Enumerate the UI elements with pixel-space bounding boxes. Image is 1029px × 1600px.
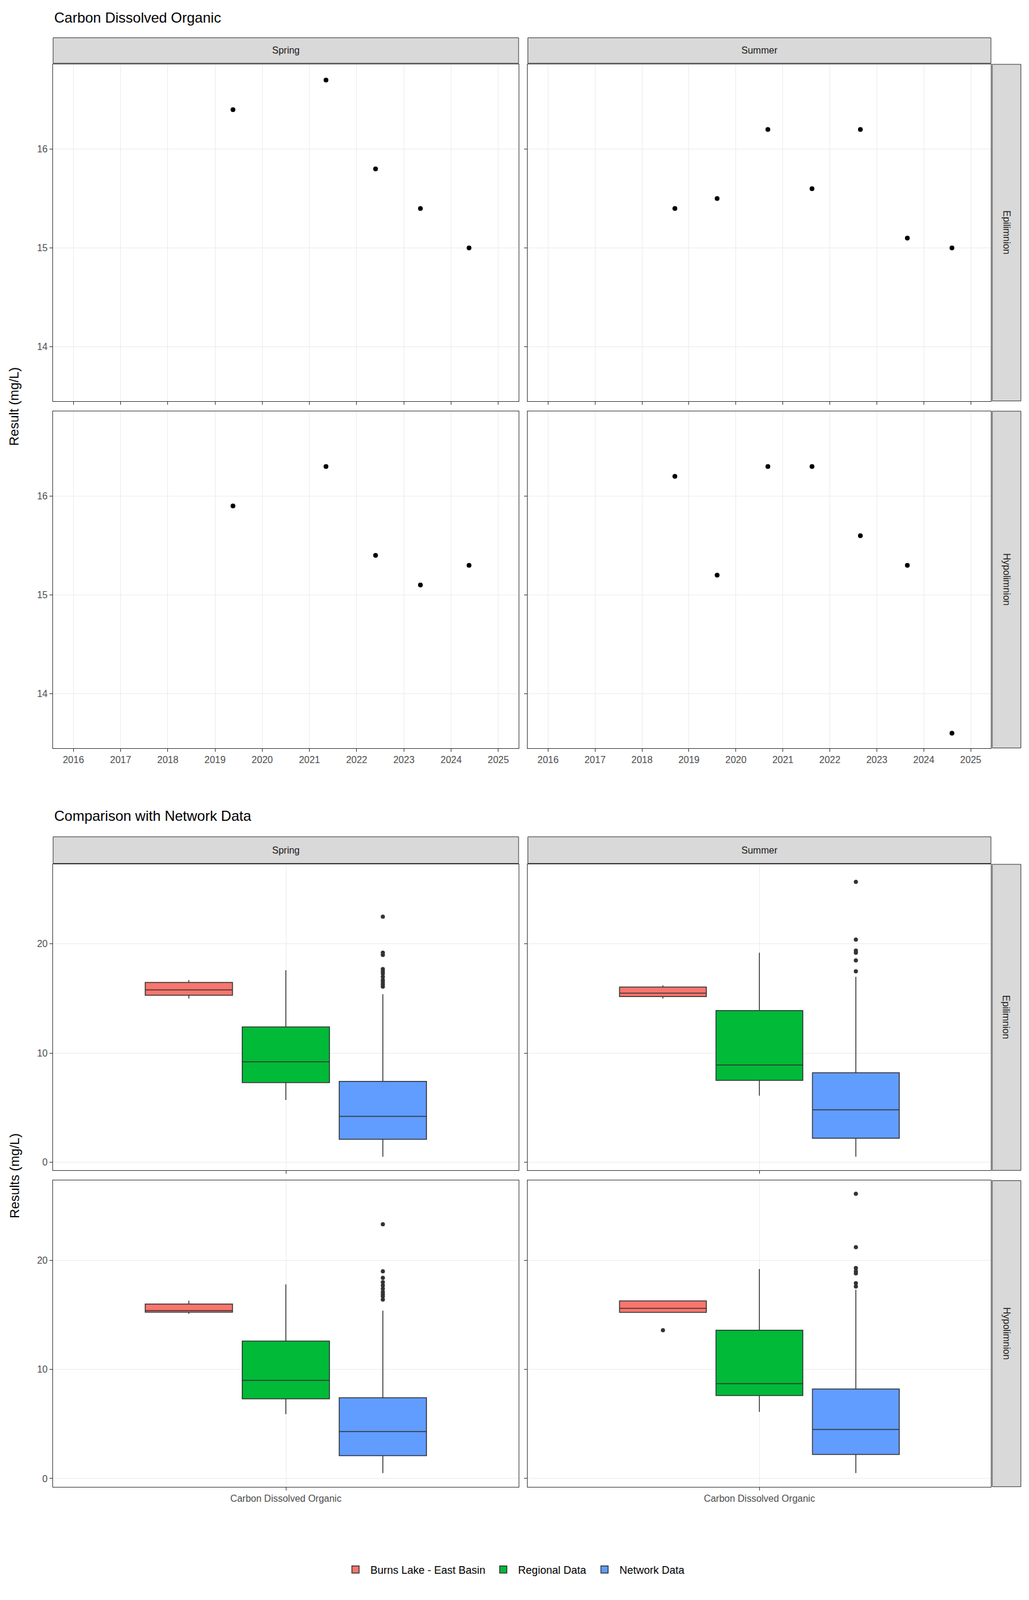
svg-text:2019: 2019: [204, 755, 226, 766]
svg-text:2023: 2023: [866, 755, 888, 766]
svg-text:Hypolimnion: Hypolimnion: [1001, 553, 1012, 606]
svg-text:Regional Data: Regional Data: [518, 1564, 587, 1577]
svg-text:Result (mg/L): Result (mg/L): [6, 367, 22, 447]
svg-text:10: 10: [36, 1048, 48, 1059]
svg-text:Hypolimnion: Hypolimnion: [1001, 1307, 1012, 1361]
svg-text:0: 0: [42, 1157, 48, 1168]
svg-text:14: 14: [36, 341, 48, 352]
svg-text:2018: 2018: [157, 755, 179, 766]
svg-text:Epilimnion: Epilimnion: [1001, 210, 1012, 255]
svg-text:2017: 2017: [110, 755, 132, 766]
svg-text:15: 15: [36, 242, 48, 254]
svg-text:2023: 2023: [393, 755, 415, 766]
svg-text:2020: 2020: [251, 755, 274, 766]
svg-text:2024: 2024: [912, 755, 935, 766]
svg-text:2016: 2016: [62, 755, 84, 766]
svg-text:2024: 2024: [440, 755, 463, 766]
svg-text:16: 16: [36, 144, 48, 155]
svg-text:Results (mg/L): Results (mg/L): [7, 1133, 23, 1219]
svg-text:2025: 2025: [487, 755, 510, 766]
svg-text:20: 20: [36, 939, 48, 950]
svg-text:10: 10: [36, 1364, 48, 1375]
svg-text:2016: 2016: [537, 755, 560, 766]
svg-text:2025: 2025: [959, 755, 982, 766]
svg-text:Carbon Dissolved Organic: Carbon Dissolved Organic: [703, 1494, 816, 1505]
svg-text:2018: 2018: [631, 755, 653, 766]
svg-text:2020: 2020: [725, 755, 747, 766]
svg-text:16: 16: [36, 491, 48, 502]
svg-text:14: 14: [36, 688, 48, 700]
svg-text:Epilimnion: Epilimnion: [1001, 995, 1012, 1040]
svg-text:2019: 2019: [678, 755, 700, 766]
svg-text:Carbon Dissolved Organic: Carbon Dissolved Organic: [54, 9, 221, 26]
svg-text:2017: 2017: [584, 755, 606, 766]
svg-text:15: 15: [36, 590, 48, 601]
svg-text:Summer: Summer: [741, 45, 778, 56]
svg-text:Burns Lake - East Basin: Burns Lake - East Basin: [370, 1564, 486, 1577]
svg-text:Network Data: Network Data: [619, 1564, 685, 1577]
svg-text:2021: 2021: [298, 755, 321, 766]
svg-text:Summer: Summer: [741, 845, 778, 856]
svg-text:Spring: Spring: [272, 845, 300, 856]
svg-text:0: 0: [42, 1474, 48, 1485]
svg-text:2021: 2021: [772, 755, 794, 766]
svg-text:Spring: Spring: [272, 45, 300, 56]
svg-text:Carbon Dissolved Organic: Carbon Dissolved Organic: [230, 1494, 342, 1505]
svg-text:20: 20: [36, 1255, 48, 1267]
svg-text:2022: 2022: [819, 755, 841, 766]
svg-text:Comparison with Network Data: Comparison with Network Data: [54, 808, 252, 825]
svg-text:2022: 2022: [345, 755, 368, 766]
